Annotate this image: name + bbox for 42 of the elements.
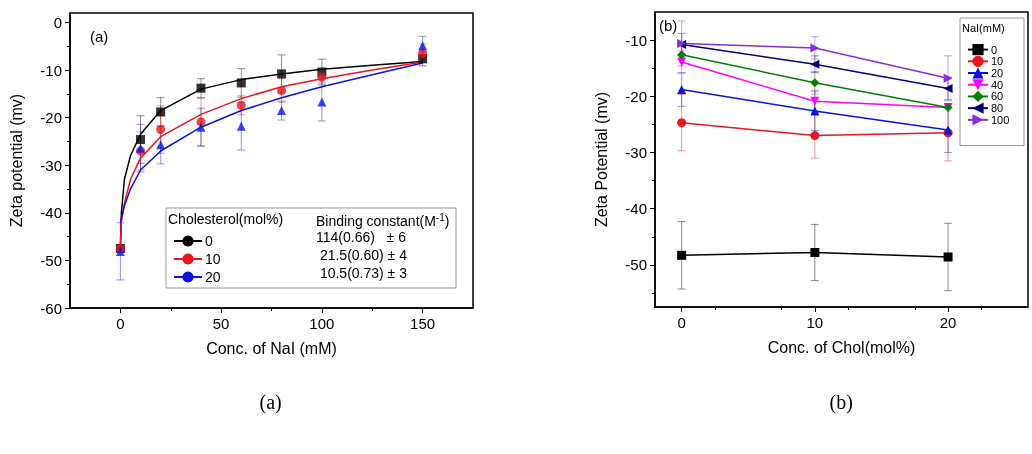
y-tick-label: -10 [40, 61, 62, 79]
legend-label: 100 [991, 113, 1010, 126]
y-tick-label: -10 [625, 31, 647, 49]
legend-label: 80 [991, 102, 1004, 115]
y-tick-label: -50 [40, 251, 62, 269]
x-tick-label: 50 [212, 315, 230, 332]
legend-label: 0 [205, 233, 213, 249]
legend-label: 20 [991, 67, 1004, 80]
y-tick-label: -50 [625, 256, 647, 274]
y-tick-label: -20 [625, 87, 647, 105]
annotation: 21.5(0.60) ± 4 [316, 247, 408, 263]
y-tick-label: -30 [40, 156, 62, 174]
annotation: (a) [90, 28, 109, 45]
x-tick-label: 0 [116, 315, 125, 332]
legend-label: 40 [991, 78, 1004, 91]
legend-label: 10 [991, 55, 1004, 68]
x-axis-title: Conc. of NaI (mM) [206, 339, 337, 357]
y-tick-label: -40 [625, 200, 647, 218]
legend-title: NaI(mM) [962, 21, 1005, 34]
legend-label: 20 [205, 269, 221, 286]
legend-title: Cholesterol(mol%) [168, 211, 284, 227]
x-axis-title: Conc. of Chol(mol%) [767, 338, 916, 356]
legend-label: 0 [991, 43, 998, 56]
text: (b) [829, 391, 853, 414]
y-tick-label: 0 [53, 14, 62, 32]
y-tick-label: -60 [40, 299, 62, 317]
annotation: (b) [659, 17, 678, 34]
y-tick-label: -30 [625, 143, 647, 161]
y-tick-label: -20 [40, 109, 62, 127]
y-tick-label: -40 [40, 204, 62, 222]
x-tick-label: 20 [939, 314, 957, 331]
text: (a) [259, 391, 282, 414]
annotation: 114(0.66) ± 6 [316, 229, 407, 245]
y-axis-title: Zeta potential (mv) [7, 93, 25, 228]
legend-label: 60 [991, 90, 1004, 103]
x-tick-label: 10 [806, 314, 824, 331]
x-tick-label: 0 [677, 314, 686, 331]
legend-label: 10 [205, 251, 221, 268]
y-axis-title: Zeta Potential (mv) [592, 91, 610, 228]
x-tick-label: 150 [410, 315, 436, 332]
x-tick-label: 100 [309, 315, 335, 332]
annotation: 10.5(0.73) ± 3 [316, 265, 408, 281]
